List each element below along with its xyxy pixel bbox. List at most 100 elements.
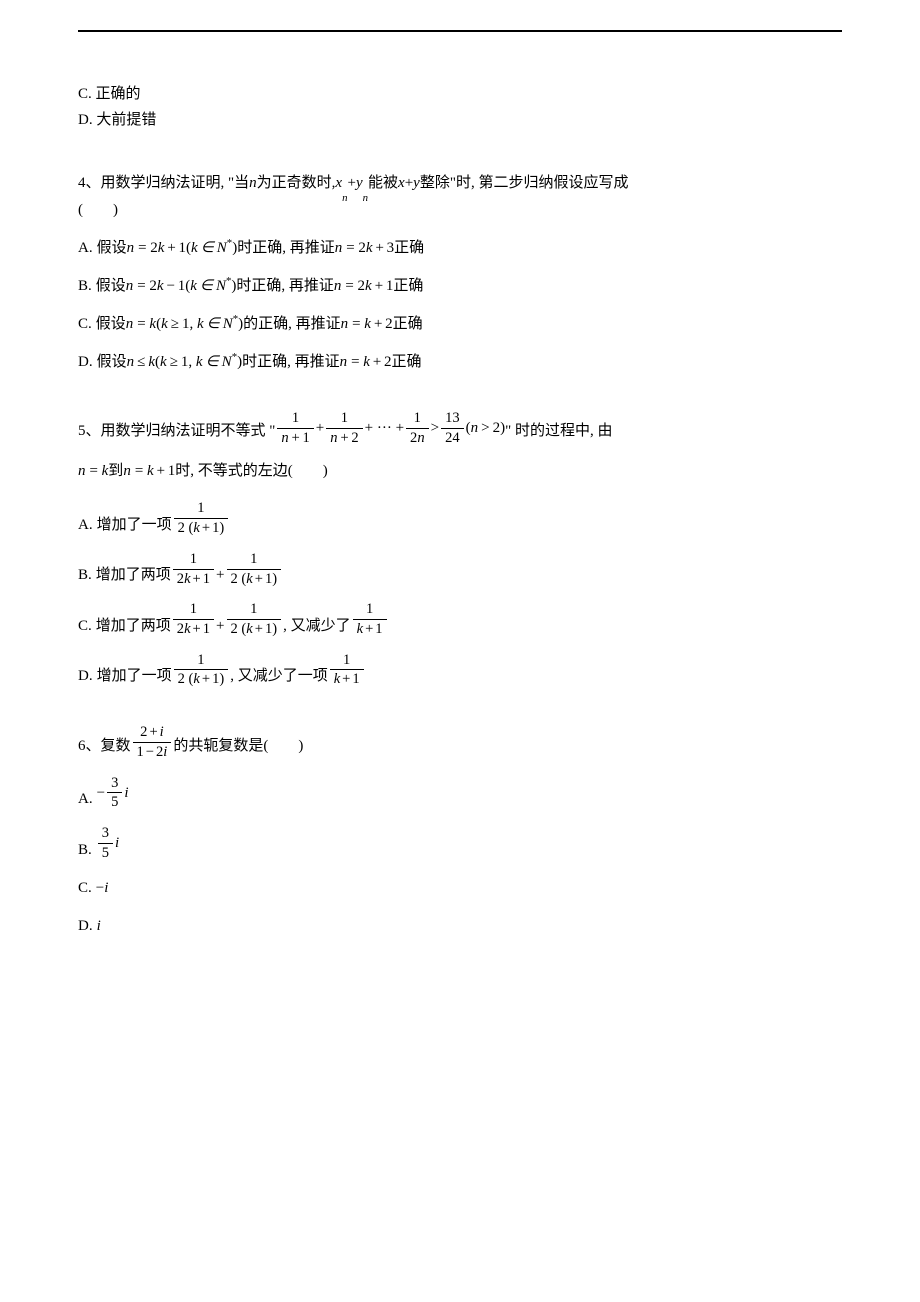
q5-frac-r: 13 24 — [441, 410, 464, 446]
q6-frac: 2+i 1−2i — [133, 724, 172, 760]
q5b-f2-num: 1 — [246, 551, 261, 569]
q5-stem-line1: 5、用数学归纳法证明不等式 " 1 n+1 + 1 n+2 + ··· + 1 … — [78, 410, 842, 446]
q4c-e2: n=k+2 — [341, 312, 393, 336]
q4b-e1: n=2k−1(k∈N*) — [126, 274, 237, 298]
q5d-label: D. — [78, 664, 93, 688]
q6d-val: i — [97, 914, 101, 938]
q6b-i: i — [115, 831, 119, 855]
q5b-f2: 1 2 (k+1) — [227, 551, 282, 587]
q4: 4、用数学归纳法证明, "当 n 为正奇数时, xn + yn 能被 x + y… — [78, 168, 842, 374]
q4-y2: y — [413, 168, 420, 198]
q6b-frac: 3 5 — [98, 825, 113, 861]
q5-f2-num: 1 — [337, 410, 352, 428]
q6-option-c: C. −i — [78, 876, 842, 900]
q6-frac-num: 2+i — [136, 724, 168, 742]
q5b-f1-den: 2k+1 — [173, 569, 214, 588]
q5c-t1: , 又减少了 — [283, 614, 351, 638]
q5d-t1: , 又减少了一项 — [230, 664, 328, 688]
q5d-f1: 1 2 (k+1) — [174, 652, 229, 688]
q5d-f1-den: 2 (k+1) — [174, 669, 229, 688]
q6a-label: A. — [78, 787, 93, 811]
q6d-label: D. — [78, 914, 93, 938]
q5-f2-den: n+2 — [326, 428, 362, 447]
q4d-t2: 正确 — [392, 350, 422, 374]
q5-stem-pre: 5、用数学归纳法证明不等式 " — [78, 416, 275, 446]
q5-frac2: 1 n+2 — [326, 410, 362, 446]
q4d-t0: 假设 — [97, 350, 127, 374]
q5c-f1: 1 2k+1 — [173, 601, 214, 637]
q5c-t0: 增加了两项 — [96, 614, 171, 638]
q5a-t0: 增加了一项 — [97, 513, 172, 537]
q6a-den: 5 — [107, 792, 122, 811]
q5d-f2-den: k+1 — [330, 669, 364, 688]
q4c-t1: 的正确, 再推证 — [243, 312, 341, 336]
q6b-label: B. — [78, 838, 92, 862]
q5-f3-num: 1 — [410, 410, 425, 428]
q5b-plus: + — [216, 563, 224, 587]
q5-option-b: B. 增加了两项 1 2k+1 + 1 2 (k+1) — [78, 551, 842, 587]
q4-option-a: A. 假设 n=2k+1(k∈N*) 时正确, 再推证 n=2k+3 正确 — [78, 236, 842, 260]
q6a-frac: 3 5 — [107, 775, 122, 811]
q4d-e2: n=k+2 — [340, 350, 392, 374]
q4-paren: ( ) — [78, 198, 842, 222]
q4c-e1: n=k(k≥1, k∈N*) — [126, 312, 243, 336]
q5-gt: > — [431, 413, 439, 443]
q5-option-d: D. 增加了一项 1 2 (k+1) , 又减少了一项 1 k+1 — [78, 652, 842, 688]
q5-cond: (n>2) — [466, 413, 505, 443]
q6-stem-pre: 6、复数 — [78, 731, 131, 761]
q4c-t0: 假设 — [96, 312, 126, 336]
q6b-num: 3 — [98, 825, 113, 843]
q3-option-c: C. 正确的 — [78, 82, 842, 106]
q5c-plus: + — [216, 614, 224, 638]
top-rule — [78, 30, 842, 32]
q6-frac-den: 1−2i — [133, 742, 172, 761]
q5d-t0: 增加了一项 — [97, 664, 172, 688]
q4a-e1: n=2k+1(k∈N*) — [127, 236, 238, 260]
q5c-f3: 1 k+1 — [353, 601, 387, 637]
q5-stem-post: " 时的过程中, 由 — [505, 416, 612, 446]
q5d-f1-num: 1 — [193, 652, 208, 670]
q4-stem-mid2: 能被 — [368, 168, 398, 198]
q5d-f2: 1 k+1 — [330, 652, 364, 688]
q4c-label: C. — [78, 312, 92, 336]
q5-line2-mid: 到 — [108, 456, 123, 486]
q4b-e2: n=2k+1 — [334, 274, 393, 298]
q6-option-b: B. 3 5 i — [78, 825, 842, 861]
q5a-f1-den: 2 (k+1) — [174, 518, 229, 537]
q4b-label: B. — [78, 274, 92, 298]
q4a-t0: 假设 — [97, 236, 127, 260]
q5-f1-num: 1 — [288, 410, 303, 428]
q5c-f1-num: 1 — [186, 601, 201, 619]
q3-remainder: C. 正确的 D. 大前提错 — [78, 82, 842, 132]
q6b-den: 5 — [98, 843, 113, 862]
q4-option-b: B. 假设 n=2k−1(k∈N*) 时正确, 再推证 n=2k+1 正确 — [78, 274, 842, 298]
q4-stem-mid1: 为正奇数时, — [257, 168, 336, 198]
q4-option-c: C. 假设 n=k(k≥1, k∈N*) 的正确, 再推证 n=k+2 正确 — [78, 312, 842, 336]
q5b-label: B. — [78, 563, 92, 587]
q6c-val: −i — [96, 876, 109, 900]
q4-n: n — [249, 168, 257, 198]
q6-option-d: D. i — [78, 914, 842, 938]
q4c-t2: 正确 — [393, 312, 423, 336]
q5c-label: C. — [78, 614, 92, 638]
q5-option-a: A. 增加了一项 1 2 (k+1) — [78, 500, 842, 536]
q5b-f1: 1 2k+1 — [173, 551, 214, 587]
q5-frac1: 1 n+1 — [277, 410, 313, 446]
q4-option-d: D. 假设 n≤k(k≥1, k∈N*) 时正确, 再推证 n=k+2 正确 — [78, 350, 842, 374]
q5-option-c: C. 增加了两项 1 2k+1 + 1 2 (k+1) , 又减少了 1 k+1 — [78, 601, 842, 637]
q6-option-a: A. − 3 5 i — [78, 775, 842, 811]
q4b-t1: 时正确, 再推证 — [236, 274, 334, 298]
q5c-f2-den: 2 (k+1) — [227, 619, 282, 638]
q5a-f1-num: 1 — [193, 500, 208, 518]
page: C. 正确的 D. 大前提错 4、用数学归纳法证明, "当 n 为正奇数时, x… — [0, 0, 920, 1302]
q4a-label: A. — [78, 236, 93, 260]
q4-stem-post: 整除"时, 第二步归纳假设应写成 — [420, 168, 629, 198]
q4a-t2: 正确 — [394, 236, 424, 260]
q4-x2: x — [398, 168, 405, 198]
q5c-f1-den: 2k+1 — [173, 619, 214, 638]
q4a-e2: n=2k+3 — [335, 236, 394, 260]
q4d-e1: n≤k(k≥1, k∈N*) — [127, 350, 242, 374]
q4-stem: 4、用数学归纳法证明, "当 n 为正奇数时, xn + yn 能被 x + y… — [78, 168, 842, 198]
q4b-t2: 正确 — [393, 274, 423, 298]
q6: 6、复数 2+i 1−2i 的共轭复数是( ) A. − 3 5 i B. 3 … — [78, 724, 842, 937]
